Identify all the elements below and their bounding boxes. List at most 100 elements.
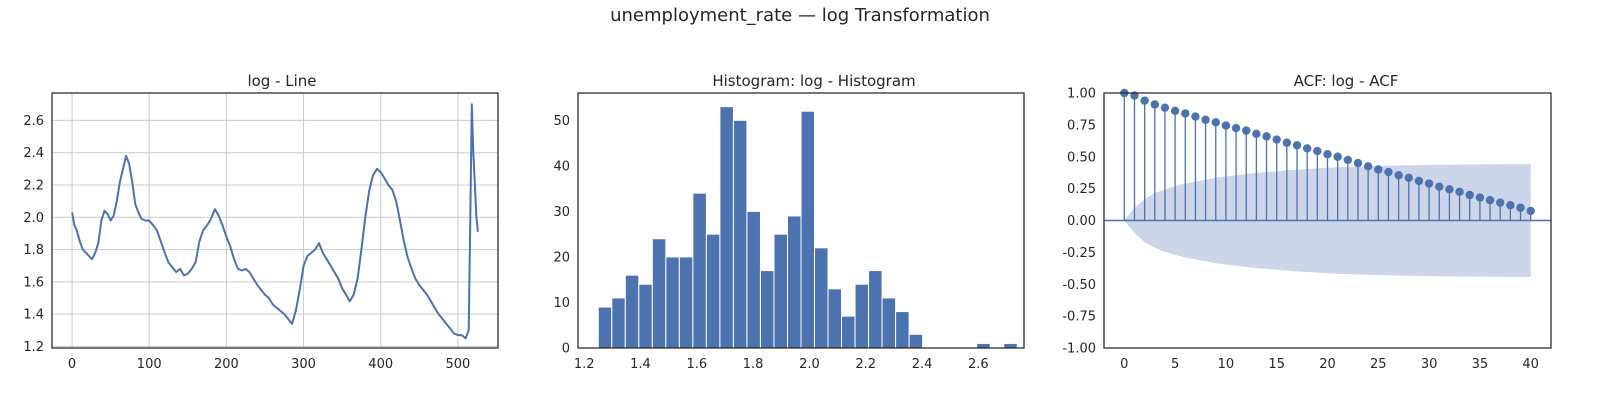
acf-point [1292, 141, 1302, 150]
acf-point [1242, 126, 1251, 135]
panel-line-title: log - Line [247, 72, 316, 90]
acf-point [1496, 198, 1505, 207]
acf-point [1211, 118, 1220, 127]
hist-xtick-label: 1.2 [574, 357, 595, 372]
acf-point [1302, 144, 1312, 153]
acf-xtick-label: 25 [1370, 357, 1387, 372]
line-ytick-label: 1.4 [23, 308, 44, 323]
line-xtick-label: 200 [214, 357, 239, 372]
hist-bar [814, 247, 829, 349]
panel-acf: ACF: log - ACF 0 5 10 15 20 25 30 35 40 -1.00 -0.7… [1062, 72, 1552, 372]
hist-ytick-label: 10 [553, 296, 570, 311]
acf-point [1191, 112, 1200, 121]
figure-suptitle: unemployment_rate — log Transformation [610, 5, 990, 26]
hist-xtick-label: 2.0 [799, 357, 820, 372]
acf-point [1506, 201, 1515, 210]
hist-xtick-label: 1.8 [743, 357, 764, 372]
acf-xtick-label: 10 [1218, 357, 1235, 372]
panel-line: log - Line 0 100 200 300 400 500 1.2 1.4 1.6 1.8 2… [23, 72, 499, 372]
acf-xtick-label: 40 [1522, 357, 1539, 372]
hist-xtick-label: 2.2 [855, 357, 876, 372]
line-series [71, 103, 479, 340]
acf-point [1262, 132, 1271, 141]
hist-xtick-label: 2.4 [912, 357, 933, 372]
acf-point [1404, 173, 1413, 182]
line-ytick-label: 2.6 [23, 114, 44, 129]
acf-point [1526, 206, 1535, 216]
acf-ytick-label: -0.25 [1062, 246, 1096, 261]
acf-point [1485, 195, 1495, 205]
acf-xtick-label: 15 [1268, 357, 1285, 372]
line-xtick-label: 400 [368, 357, 393, 372]
acf-point [1343, 155, 1353, 165]
hist-bar [665, 256, 680, 349]
line-xtick-label: 500 [445, 357, 470, 372]
hist-ytick-label: 0 [562, 342, 570, 357]
acf-xtick-label: 0 [1120, 357, 1128, 372]
hist-bar [719, 106, 734, 349]
acf-point [1435, 182, 1444, 191]
hist-ytick-label: 30 [553, 205, 570, 220]
acf-point [1150, 100, 1159, 109]
acf-ytick-label: 0.00 [1067, 214, 1096, 229]
line-ytick-label: 2.0 [23, 211, 44, 226]
acf-point [1221, 121, 1231, 130]
acf-point [1181, 109, 1190, 118]
hist-bar [908, 333, 924, 349]
hist-bar [759, 270, 775, 349]
line-ytick-label: 2.2 [23, 178, 44, 193]
acf-point [1170, 106, 1180, 116]
acf-point [1374, 165, 1383, 174]
panel-histogram-title: Histogram: log - Histogram [712, 72, 915, 90]
acf-ytick-label: -0.50 [1062, 278, 1096, 293]
hist-bar [786, 215, 802, 349]
acf-xtick-label: 35 [1472, 357, 1489, 372]
acf-point [1414, 176, 1424, 186]
acf-xtick-label: 30 [1421, 357, 1438, 372]
line-frame [51, 92, 499, 349]
acf-point [1424, 179, 1434, 188]
acf-point [1231, 123, 1241, 133]
line-ytick-label: 1.2 [23, 340, 44, 355]
acf-point [1384, 167, 1393, 177]
acf-point [1363, 162, 1373, 171]
line-ytick-label: 1.8 [23, 243, 44, 258]
acf-point [1252, 129, 1261, 138]
line-xtick-label: 300 [291, 357, 316, 372]
acf-point [1140, 96, 1149, 105]
acf-point [1394, 171, 1403, 180]
hist-bar [854, 283, 870, 349]
acf-point [1475, 193, 1485, 202]
hist-bar [638, 283, 653, 349]
acf-point [1272, 135, 1281, 144]
hist-bar [732, 119, 748, 349]
acf-ytick-label: 0.75 [1067, 118, 1096, 133]
acf-point [1313, 146, 1322, 156]
hist-bar [705, 233, 721, 349]
hist-bar [868, 270, 883, 349]
acf-xtick-label: 20 [1319, 357, 1336, 372]
acf-ytick-label: -1.00 [1062, 342, 1096, 357]
hist-bar [611, 297, 626, 349]
acf-point [1445, 185, 1454, 194]
hist-bar [827, 288, 843, 349]
hist-bar [881, 297, 897, 349]
hist-bar [976, 342, 991, 349]
hist-bar [1003, 342, 1018, 349]
hist-frame [577, 92, 1025, 349]
hist-ytick-label: 40 [553, 159, 570, 174]
hist-ytick-label: 20 [553, 250, 570, 265]
acf-ytick-label: 0.50 [1067, 150, 1096, 165]
acf-point [1282, 138, 1292, 147]
hist-bar [800, 110, 816, 349]
hist-bar [895, 311, 910, 349]
hist-xtick-label: 2.6 [968, 357, 989, 372]
line-ytick-label: 1.6 [23, 275, 44, 290]
panel-histogram: Histogram: log - Histogram 1.2 1.4 1.6 1.8 2… [553, 72, 1025, 372]
hist-xtick-label: 1.4 [630, 357, 651, 372]
hist-bar [692, 192, 707, 349]
hist-bar [624, 274, 640, 349]
acf-point [1465, 190, 1474, 200]
line-ytick-label: 2.4 [23, 146, 44, 161]
